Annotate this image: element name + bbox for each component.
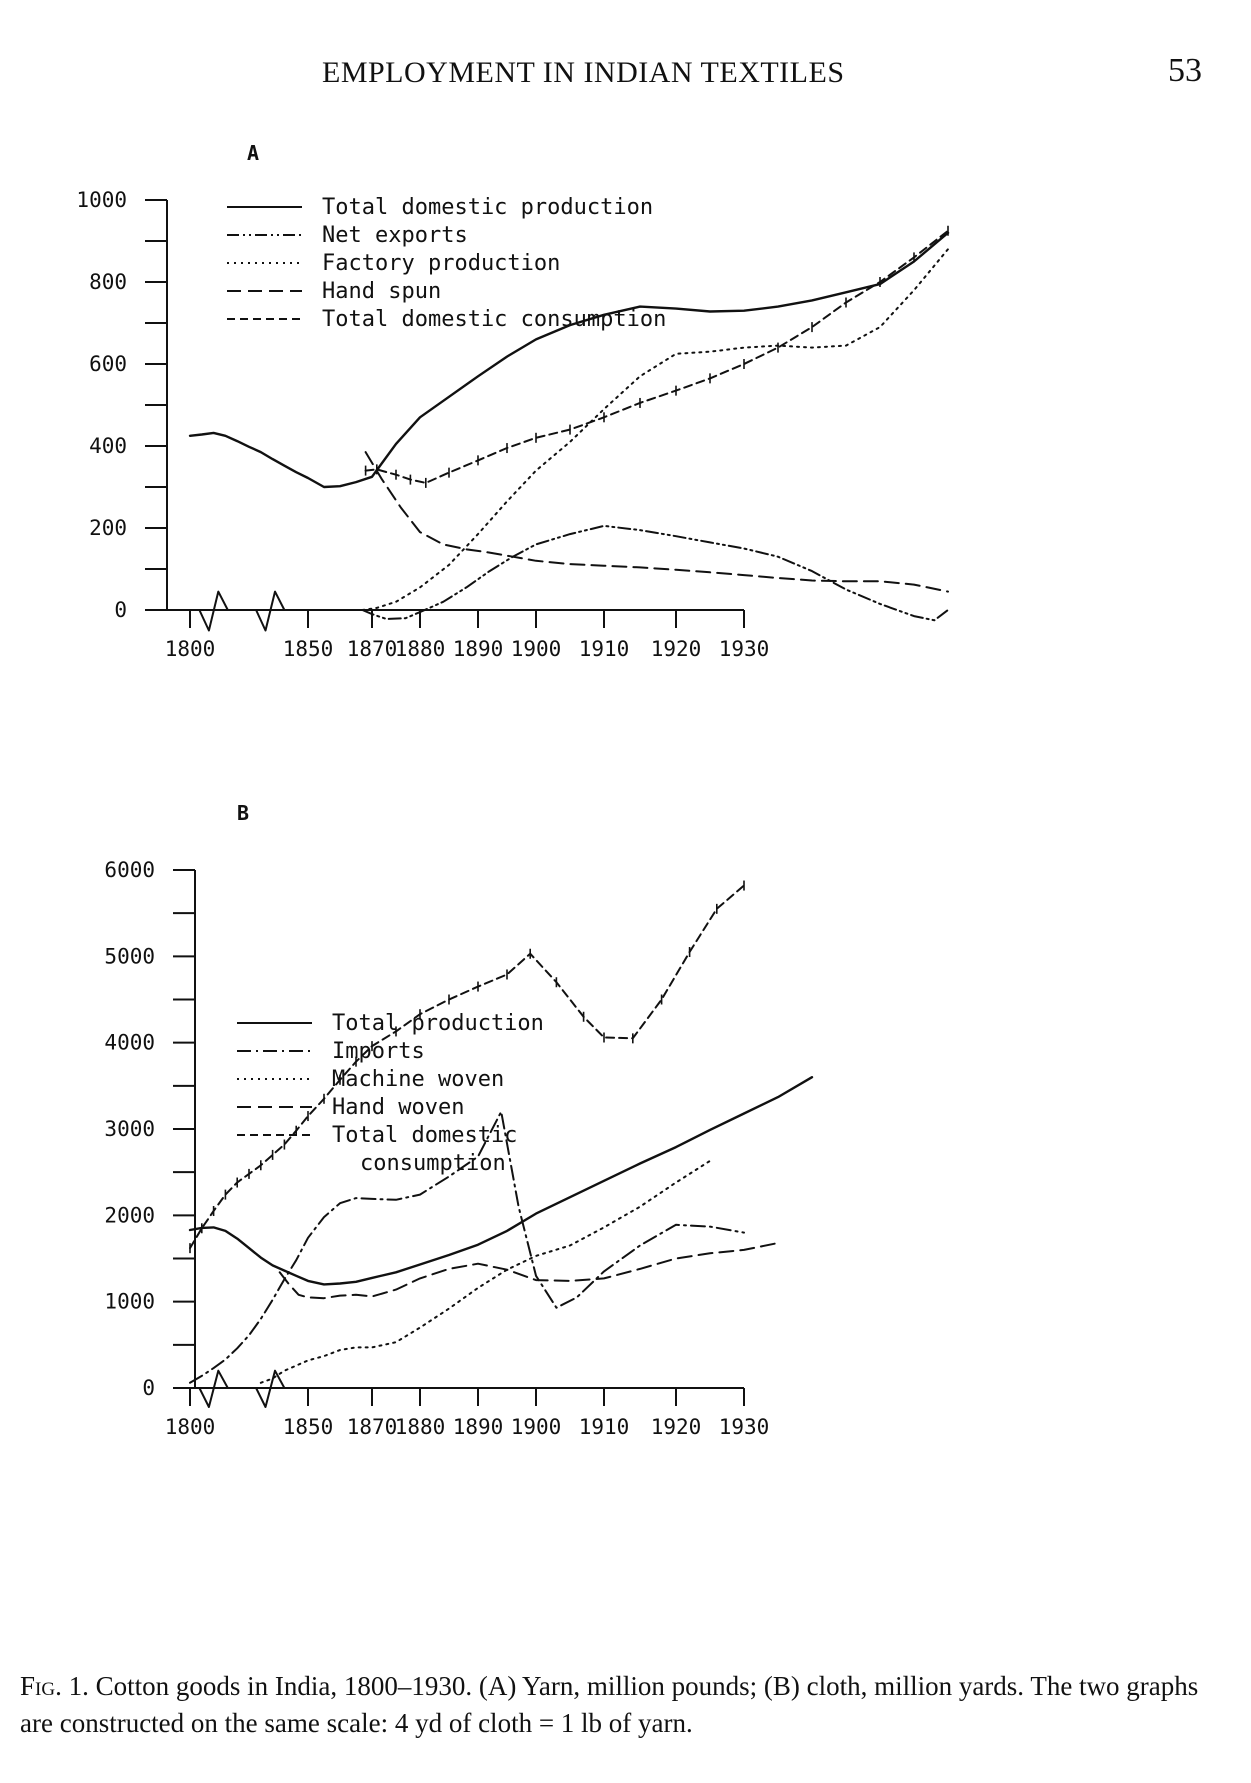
running-head: EMPLOYMENT IN INDIAN TEXTILES 53 xyxy=(0,52,1251,92)
x-tick-label: 1920 xyxy=(651,637,702,661)
x-tick-label: 1890 xyxy=(453,637,504,661)
running-head-title: EMPLOYMENT IN INDIAN TEXTILES xyxy=(322,56,845,89)
series-line-5 xyxy=(189,1369,298,1408)
chart-a-title: A xyxy=(247,141,259,165)
x-tick-label: 1870 xyxy=(347,1415,398,1439)
y-tick-label: 6000 xyxy=(104,858,155,882)
legend-label: Total domestic production xyxy=(322,195,653,220)
legend-label: Machine woven xyxy=(332,1067,504,1092)
x-tick-label: 1910 xyxy=(579,1415,630,1439)
caption-text: Cotton goods in India, 1800–1930. (A) Ya… xyxy=(20,1671,1199,1738)
y-tick-label: 0 xyxy=(114,598,127,622)
series-line-3 xyxy=(364,451,949,593)
legend-label: Hand spun xyxy=(322,279,441,304)
series-line-2 xyxy=(259,1159,711,1384)
x-tick-label: 1920 xyxy=(651,1415,702,1439)
series-line-0 xyxy=(188,231,950,489)
x-tick-label: 1880 xyxy=(395,637,446,661)
y-tick-label: 0 xyxy=(142,1376,155,1400)
y-tick-label: 2000 xyxy=(104,1203,155,1227)
x-tick-label: 1800 xyxy=(165,1415,216,1439)
x-tick-label: 1850 xyxy=(283,1415,334,1439)
series-line-5 xyxy=(189,590,298,632)
x-tick-label: 1930 xyxy=(719,1415,770,1439)
y-tick-label: 3000 xyxy=(104,1117,155,1141)
legend-label: Total domestic consumption xyxy=(322,307,666,332)
x-tick-label: 1910 xyxy=(579,637,630,661)
x-tick-label: 1890 xyxy=(453,1415,504,1439)
y-tick-label: 1000 xyxy=(76,188,127,212)
x-tick-label: 1930 xyxy=(719,637,770,661)
chart-a-legend: Total domestic production Net exports Fact… xyxy=(227,195,666,332)
page-number: 53 xyxy=(1168,52,1202,89)
y-tick-label: 1000 xyxy=(104,1290,155,1314)
legend-label: Total production xyxy=(332,1011,544,1036)
x-tick-label: 1870 xyxy=(347,637,398,661)
series-line-2 xyxy=(361,248,949,611)
x-tick-label: 1900 xyxy=(511,1415,562,1439)
figure-caption: Fig. 1. Cotton goods in India, 1800–1930… xyxy=(20,1668,1220,1742)
y-tick-label: 400 xyxy=(89,434,127,458)
x-tick-label: 1850 xyxy=(283,637,334,661)
legend-label: Net exports xyxy=(322,223,468,248)
chart-b-title: B xyxy=(237,801,249,825)
x-tick-label: 1800 xyxy=(165,637,216,661)
y-tick-label: 600 xyxy=(89,352,127,376)
legend-label: consumption xyxy=(360,1151,506,1176)
series-line-1 xyxy=(361,524,949,622)
caption-label: Fig. 1. xyxy=(20,1671,89,1701)
series-line-3 xyxy=(278,1242,779,1300)
y-tick-label: 200 xyxy=(89,516,127,540)
y-tick-label: 800 xyxy=(89,270,127,294)
x-tick-label: 1900 xyxy=(511,637,562,661)
chart-a: A 0 200 400 600 800 1000 1800 1850 1870 1880 1890 19… xyxy=(0,130,1251,750)
y-tick-label: 5000 xyxy=(104,944,155,968)
legend-label: Total domestic xyxy=(332,1123,517,1148)
series-line-1 xyxy=(189,1110,745,1384)
x-tick-label: 1880 xyxy=(395,1415,446,1439)
y-tick-label: 4000 xyxy=(104,1031,155,1055)
legend-label: Hand woven xyxy=(332,1095,464,1120)
series-line-0 xyxy=(188,1076,814,1286)
legend-label: Factory production xyxy=(322,251,560,276)
chart-b: B 0 1000 2000 3000 4000 5000 6000 1800 1850 1870 18… xyxy=(0,790,1251,1660)
